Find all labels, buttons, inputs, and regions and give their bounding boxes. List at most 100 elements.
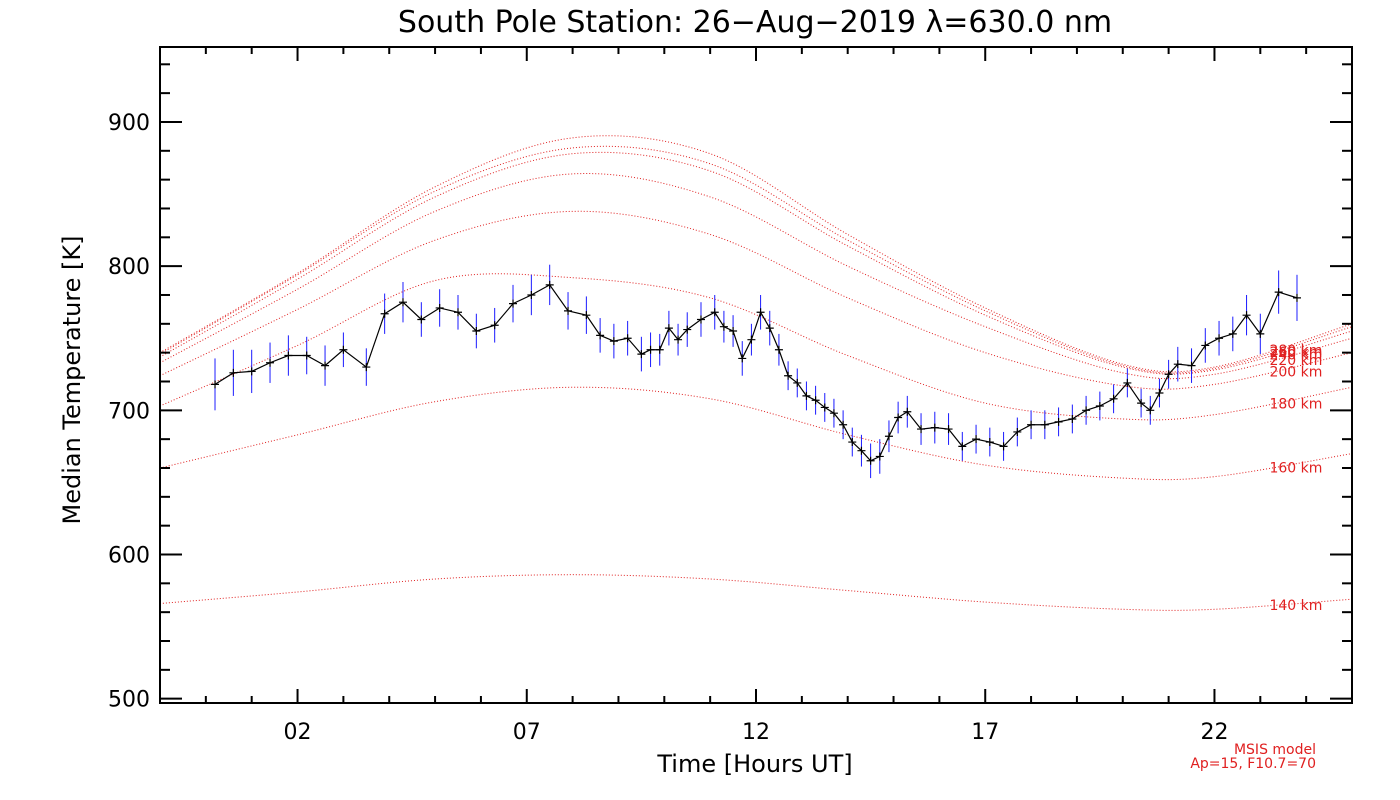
data-point [454, 308, 462, 317]
plot-frame [159, 46, 1353, 704]
data-point [944, 425, 953, 434]
data-point [683, 325, 692, 334]
model-curve [160, 135, 1352, 373]
data-point [710, 308, 719, 317]
data-point [1013, 427, 1022, 436]
model-curve [160, 151, 1352, 375]
axes: 02 07 12 17 22 500 600 700 800 900 [108, 46, 1353, 745]
data-point [1095, 401, 1104, 410]
data-point [1215, 334, 1224, 343]
data-point [747, 335, 756, 344]
model-curve [160, 145, 1352, 374]
data-point [1164, 370, 1173, 379]
data-point [1173, 360, 1182, 369]
temperature-series [211, 264, 1301, 479]
data-point [857, 446, 866, 455]
data-point [866, 456, 875, 465]
model-curve [160, 273, 1352, 421]
data-point [719, 322, 728, 331]
y-axis-label: Median Temperature [K] [58, 235, 86, 524]
data-point [1201, 341, 1210, 350]
data-point [545, 280, 554, 289]
data-point [875, 452, 884, 461]
msis-params-note: Ap=15, F10.7=70 [1190, 756, 1316, 772]
data-point [417, 315, 426, 324]
data-point [1137, 399, 1146, 408]
x-tick-label: 02 [284, 720, 312, 745]
data-point [784, 371, 793, 380]
data-point [802, 391, 811, 400]
data-point [972, 435, 981, 444]
x-axis-label: Time [Hours UT] [656, 750, 852, 778]
data-point [211, 380, 220, 389]
data-point [1242, 311, 1251, 320]
data-point [674, 335, 683, 344]
data-point [1068, 414, 1077, 423]
data-point [1109, 394, 1118, 403]
series-line [214, 284, 1298, 462]
data-point [999, 442, 1008, 451]
data-point [509, 299, 518, 308]
data-point [1187, 361, 1196, 370]
model-curve-label: 280 km [1269, 343, 1322, 359]
x-tick-label: 07 [513, 720, 541, 745]
data-point [820, 403, 829, 412]
data-point [903, 407, 912, 416]
msis-model-note: MSIS model [1234, 742, 1316, 758]
data-point [917, 425, 926, 434]
data-point [490, 321, 499, 330]
data-point [229, 368, 238, 377]
data-point [930, 423, 939, 432]
model-curve [160, 210, 1352, 390]
data-point [729, 327, 738, 336]
data-point [655, 345, 664, 354]
x-tick-label: 22 [1200, 720, 1228, 745]
data-point [435, 303, 444, 312]
data-point [756, 308, 765, 317]
data-point [1123, 378, 1132, 387]
data-point [596, 331, 605, 340]
data-point [765, 324, 774, 333]
data-point [609, 337, 618, 346]
data-point [696, 315, 705, 324]
data-point [1146, 406, 1155, 415]
y-tick-label: 600 [108, 543, 150, 568]
data-point [362, 363, 371, 372]
data-point [266, 358, 275, 367]
data-point [1274, 288, 1283, 297]
data-point [321, 361, 330, 370]
data-point [848, 438, 857, 447]
data-point [564, 306, 573, 315]
data-point [1054, 417, 1063, 426]
data-point [829, 409, 838, 418]
model-curve-label: 240 km [1269, 347, 1322, 363]
model-curve-label: 140 km [1269, 598, 1322, 614]
data-point [380, 309, 389, 318]
model-curve [160, 173, 1352, 380]
data-point [247, 367, 256, 376]
data-point [1256, 329, 1265, 338]
data-point [1155, 389, 1164, 398]
data-point [339, 345, 348, 354]
y-tick-label: 800 [108, 255, 150, 280]
data-point [637, 350, 646, 359]
y-tick-label: 900 [108, 111, 150, 136]
model-curve-label: 260 km [1269, 345, 1322, 361]
data-point [811, 396, 820, 405]
data-point [527, 290, 536, 299]
data-point [839, 420, 848, 429]
data-point [774, 345, 783, 354]
data-point [664, 324, 673, 333]
data-point [884, 432, 893, 441]
y-tick-label: 500 [108, 688, 150, 713]
model-curve-label: 200 km [1269, 365, 1322, 381]
data-point [284, 351, 293, 360]
x-tick-label: 12 [742, 720, 770, 745]
model-curve [160, 386, 1352, 481]
data-point [302, 351, 311, 360]
data-point [793, 378, 802, 387]
data-point [582, 311, 591, 320]
model-curve-label: 220 km [1269, 353, 1322, 369]
